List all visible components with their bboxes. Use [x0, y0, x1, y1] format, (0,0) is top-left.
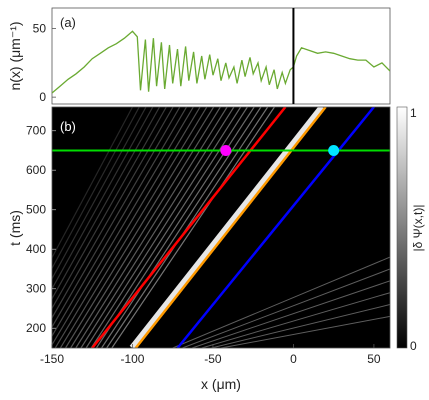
wave-stripe — [75, 107, 228, 348]
wave-stripe — [106, 107, 269, 348]
position-marker-dot — [328, 144, 340, 156]
panel-a: 0 50 (a) n(x) (μm⁻¹) — [7, 7, 391, 105]
position-marker-dot — [220, 144, 232, 156]
panel-b-ylabel: t (ms) — [7, 210, 23, 246]
colorbar-label: |δ Ψ(x,t)| — [411, 205, 425, 252]
wave-stripe — [211, 304, 390, 348]
trajectory-line — [176, 107, 375, 348]
wave-stripe — [80, 107, 235, 348]
colorbar-tick-max: 1 — [410, 106, 417, 120]
panel-b-ytick-label: 200 — [26, 321, 46, 335]
wave-stripe — [182, 268, 390, 348]
wave-stripe — [52, 107, 161, 300]
wave-stripe — [85, 107, 242, 348]
wave-stripe — [52, 107, 188, 338]
panel-a-frame — [51, 7, 391, 105]
wave-stripe — [54, 107, 201, 348]
wave-stripe — [70, 107, 221, 348]
panel-b-frame — [51, 106, 391, 349]
panel-b-ytick-label: 500 — [26, 203, 46, 217]
wave-stripe — [101, 107, 262, 348]
panel-a-ytick-label: 50 — [33, 22, 47, 36]
panel-b-xtick-label: 0 — [290, 352, 297, 366]
panel-b-ytick-label: 400 — [26, 242, 46, 256]
colorbar — [396, 106, 408, 349]
trajectory-line — [91, 107, 287, 348]
colorbar-tick-min: 0 — [410, 339, 417, 353]
wave-stripe — [201, 292, 390, 348]
heatmap — [52, 107, 390, 348]
panel-b-xlabel: x (μm) — [201, 376, 241, 392]
wave-stripe — [90, 107, 248, 348]
wave-stripe — [220, 315, 390, 348]
panel-b-ytick-label: 700 — [26, 124, 46, 138]
panel-b-ytick-label: 600 — [26, 163, 46, 177]
wave-stripe — [52, 107, 154, 291]
panel-b: -150 -100 -50 0 50 200 300 400 500 600 700 (b) x … — [7, 106, 425, 392]
wave-stripe — [172, 256, 390, 348]
wave-stripe — [52, 107, 147, 280]
wave-stripe — [65, 107, 215, 348]
wave-stripe — [191, 280, 390, 348]
wave-stripe — [52, 107, 174, 319]
wave-stripe — [52, 107, 134, 259]
wave-stripe — [52, 107, 194, 346]
panel-b-xtick-label: -150 — [40, 352, 64, 366]
wave-stripe — [52, 107, 140, 270]
wave-stripe — [111, 107, 275, 348]
wave-stripe — [59, 107, 208, 348]
panel-b-label: (b) — [60, 119, 76, 134]
density-line — [52, 30, 390, 94]
panel-a-ylabel: n(x) (μm⁻¹) — [7, 21, 23, 90]
panel-b-ytick-label: 300 — [26, 282, 46, 296]
trajectory-line — [134, 107, 327, 348]
panel-a-ytick-label: 0 — [39, 90, 46, 104]
panel-b-xtick-label: -50 — [204, 352, 222, 366]
heatmap-background — [52, 107, 390, 348]
panel-b-xtick-label: -100 — [120, 352, 144, 366]
panel-b-xtick-label: 50 — [367, 352, 381, 366]
wave-stripe — [52, 107, 181, 329]
bright-front — [129, 107, 326, 348]
panel-a-label: (a) — [60, 15, 76, 30]
